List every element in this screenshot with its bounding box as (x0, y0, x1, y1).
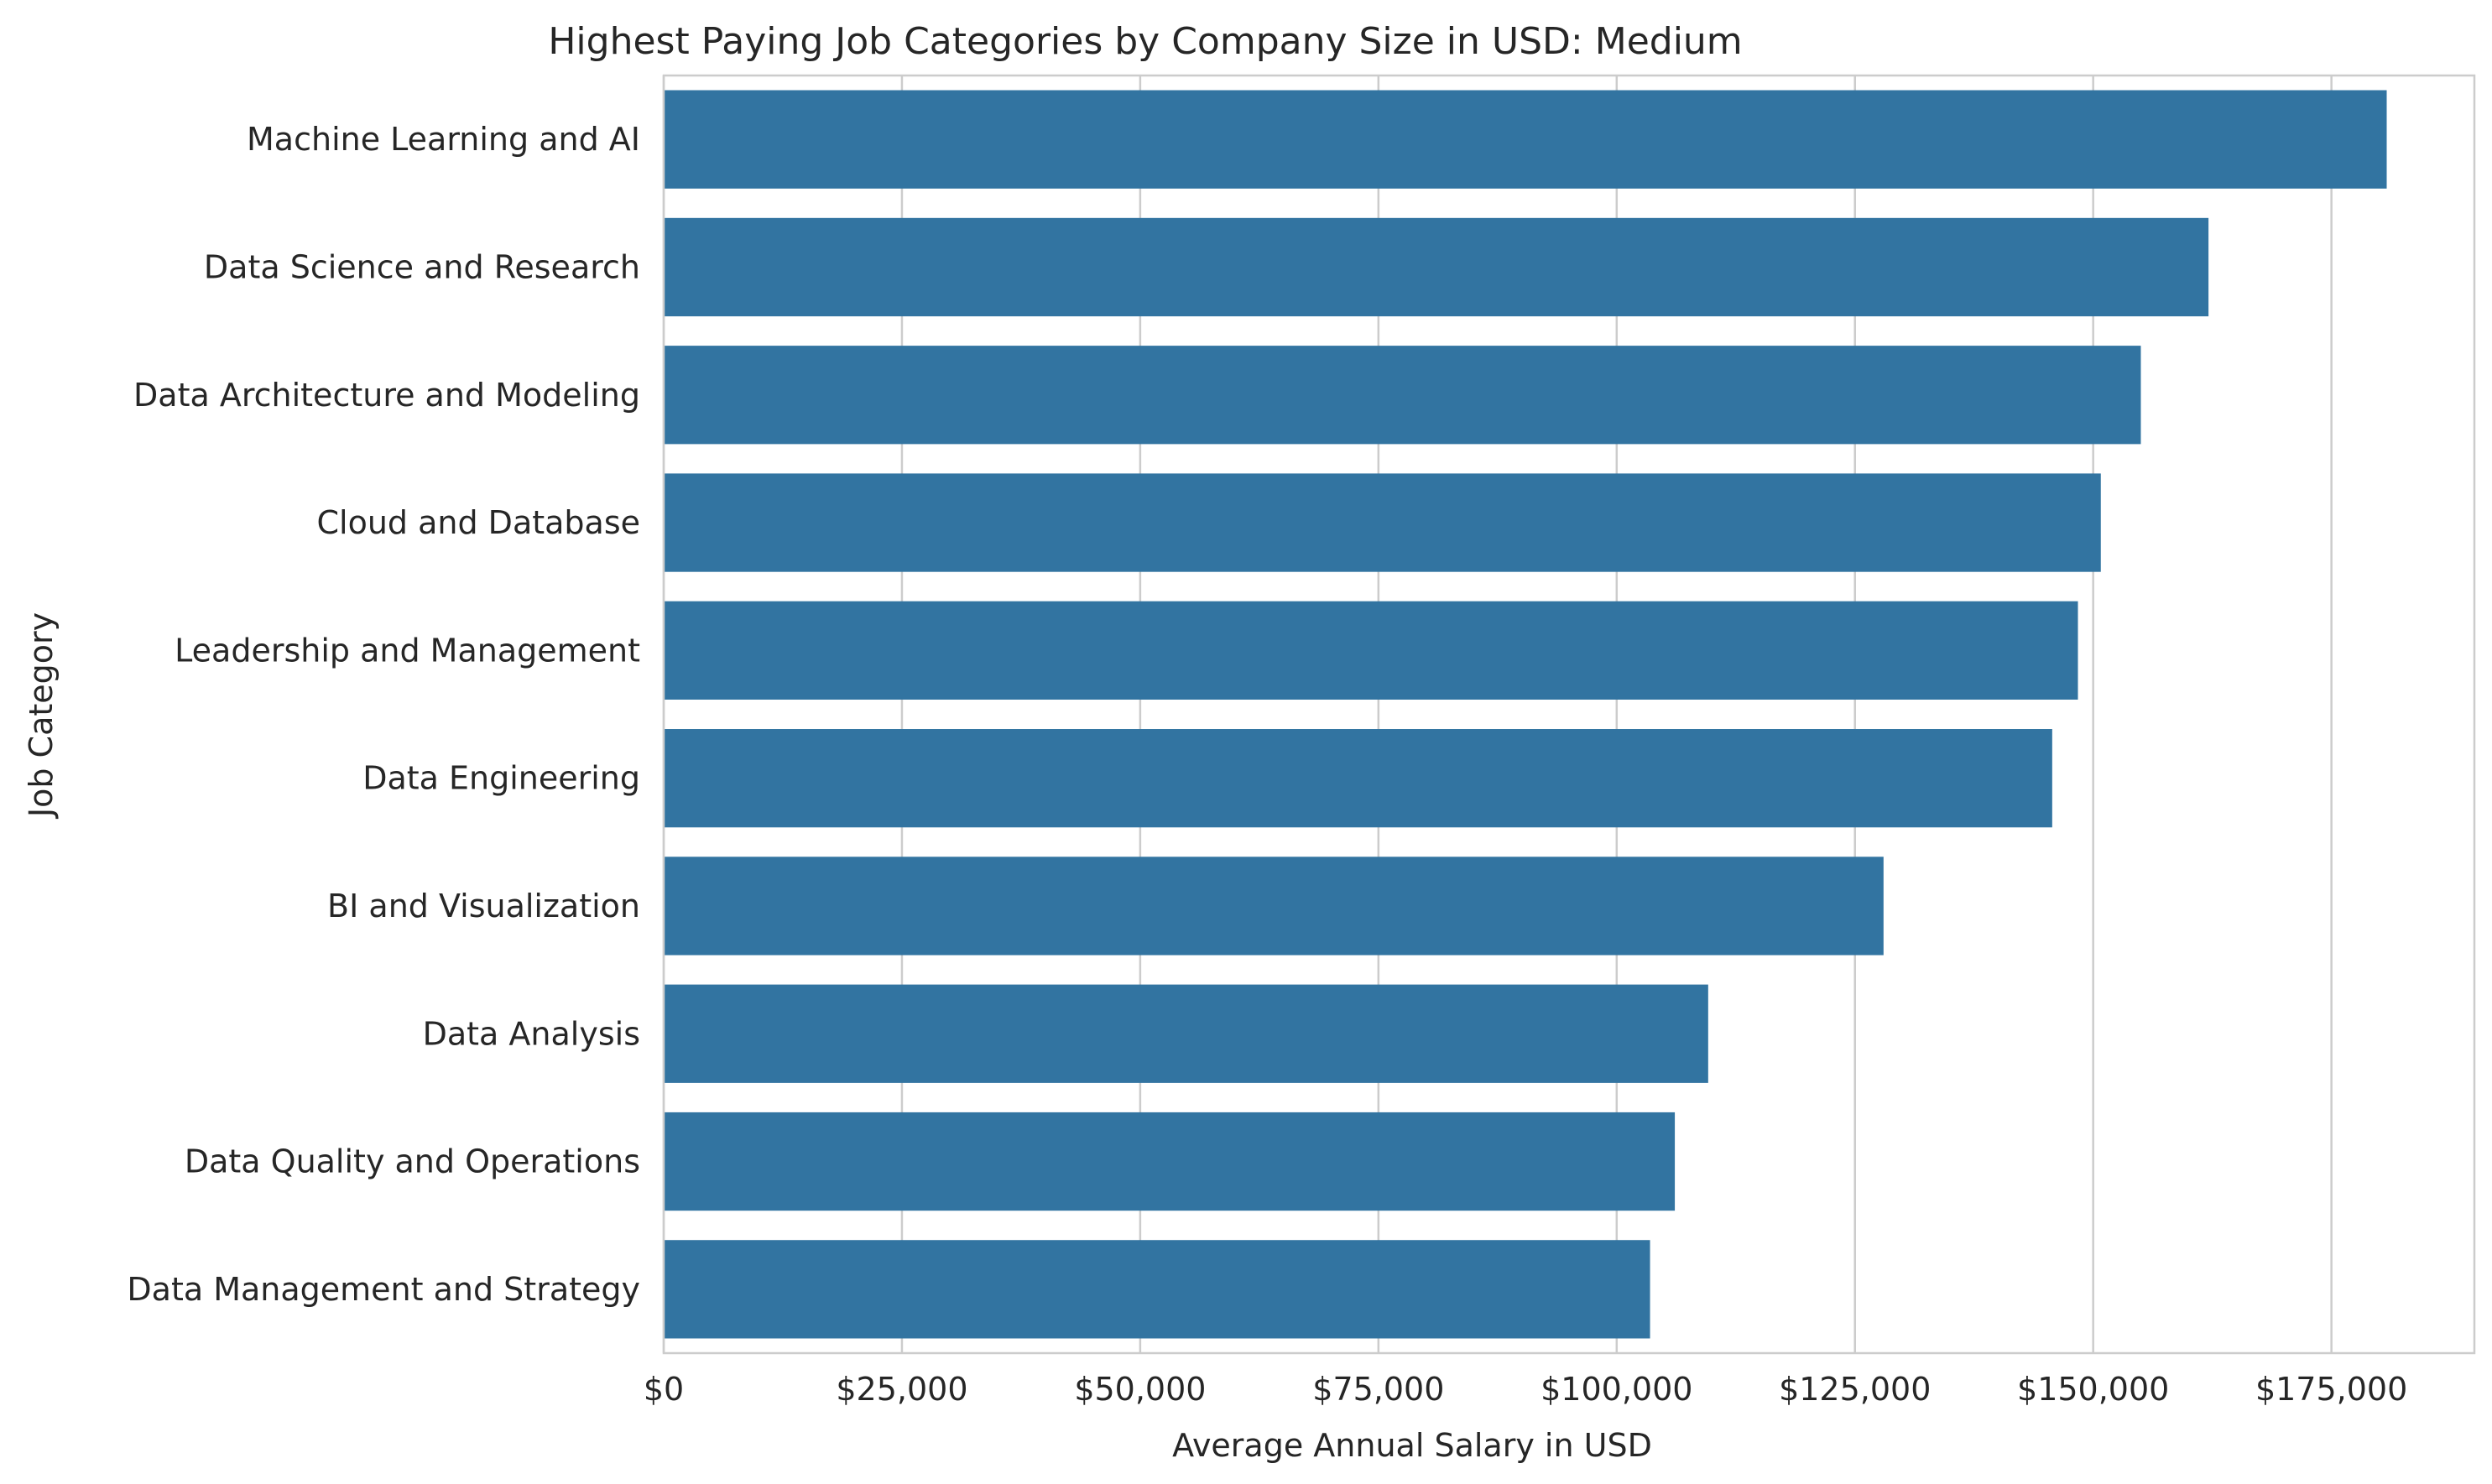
y-tick-label: Data Science and Research (204, 248, 640, 285)
x-tick-label: $50,000 (1074, 1371, 1206, 1408)
bar (664, 473, 2101, 572)
y-tick-label: BI and Visualization (327, 888, 640, 924)
bar (664, 1112, 1676, 1211)
x-tick-labels: $0 $25,000 $50,000 $75,000 $100,000 $125,000 $… (644, 1371, 2407, 1408)
x-tick-label: $25,000 (836, 1371, 967, 1408)
bar (664, 1240, 1650, 1339)
y-tick-label: Data Architecture and Modeling (133, 377, 640, 414)
bars (664, 90, 2387, 1339)
bar (664, 601, 2078, 700)
y-axis-label: Job Category (23, 612, 60, 819)
y-tick-label: Cloud and Database (316, 504, 640, 541)
x-axis-label: Average Annual Salary in USD (1172, 1427, 1652, 1464)
bar (664, 984, 1708, 1083)
y-tick-label: Data Analysis (423, 1015, 640, 1052)
bar (664, 217, 2209, 317)
x-tick-label: $0 (644, 1371, 684, 1408)
x-tick-label: $150,000 (2017, 1371, 2169, 1408)
x-tick-label: $125,000 (1779, 1371, 1931, 1408)
y-tick-labels: Machine Learning and AI Data Science and … (127, 121, 640, 1308)
y-tick-label: Data Quality and Operations (185, 1143, 640, 1180)
chart-title: Highest Paying Job Categories by Company… (548, 20, 1742, 63)
bar (664, 346, 2141, 445)
bar (664, 729, 2052, 828)
x-tick-label: $75,000 (1312, 1371, 1444, 1408)
y-tick-label: Data Engineering (362, 760, 640, 797)
plot-frame (662, 74, 2476, 1355)
bar (664, 90, 2387, 189)
y-tick-label: Data Management and Strategy (127, 1271, 640, 1308)
x-tick-label: $175,000 (2255, 1371, 2407, 1408)
y-tick-label: Leadership and Management (175, 632, 640, 669)
y-tick-label: Machine Learning and AI (247, 121, 640, 158)
bar (664, 857, 1884, 955)
x-tick-label: $100,000 (1541, 1371, 1692, 1408)
